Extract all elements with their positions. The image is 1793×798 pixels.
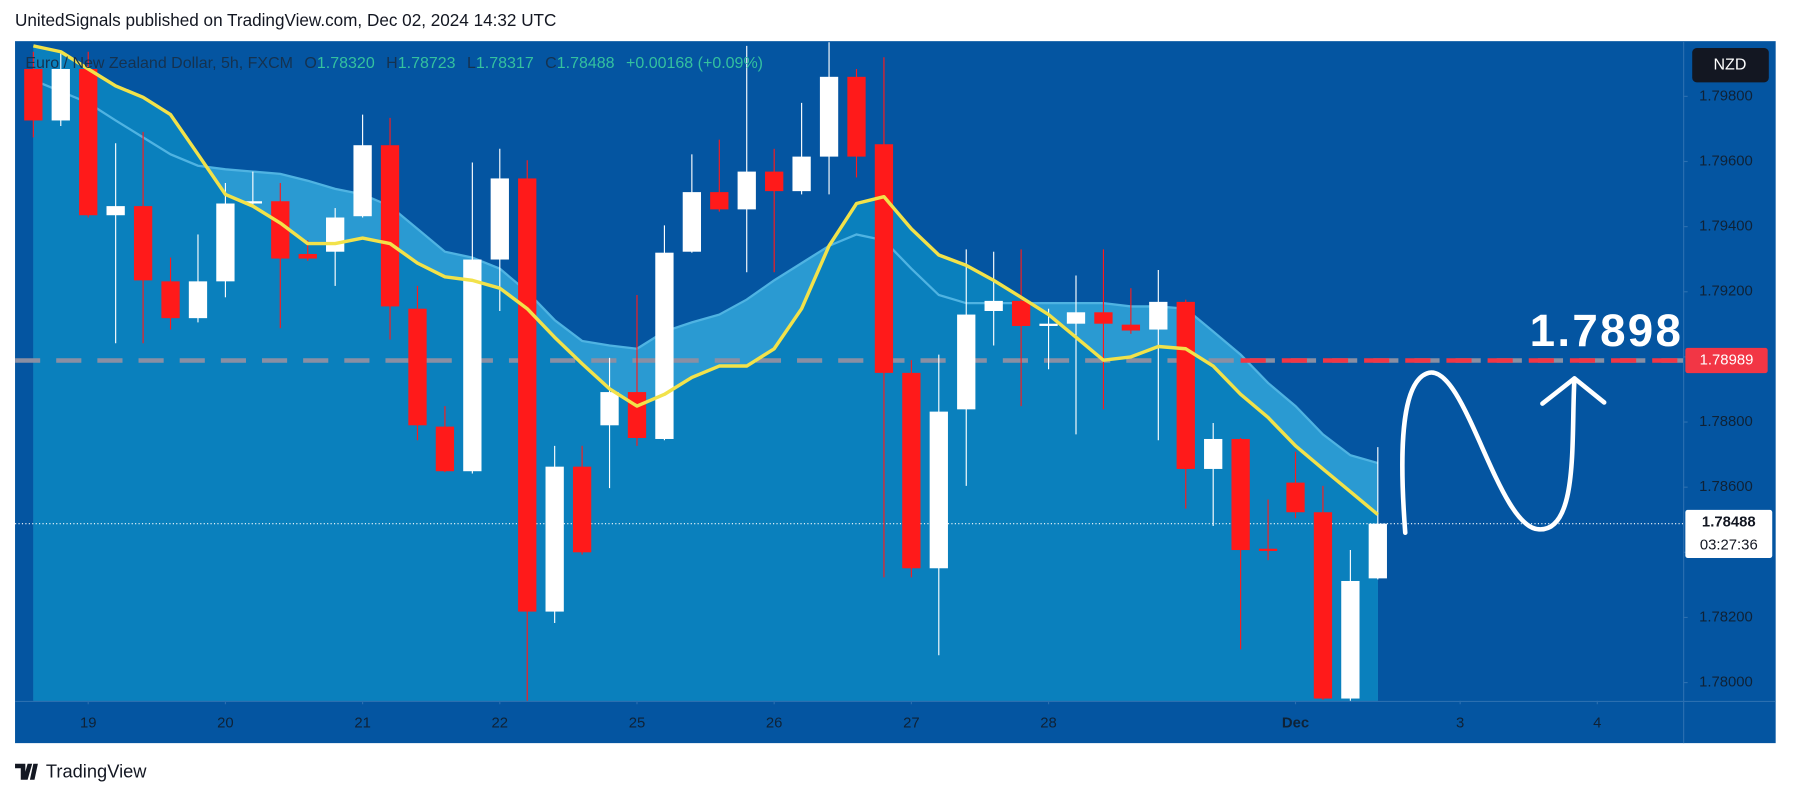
candle-body: [819, 76, 839, 157]
candle-body: [792, 156, 811, 192]
candle-body: [1176, 301, 1195, 469]
candle-body: [1286, 482, 1305, 513]
logo-mark: [15, 763, 38, 780]
x-tick-label: 26: [766, 716, 783, 732]
change: +0.00168 (+0.09%): [626, 55, 763, 72]
candle-body: [874, 144, 894, 373]
candle-body: [984, 300, 1003, 311]
candle-body: [1066, 312, 1086, 324]
candle-body: [463, 259, 482, 472]
candle-body: [1204, 438, 1223, 469]
arrow-head: [1540, 376, 1607, 406]
currency-label: NZD: [1713, 56, 1746, 73]
x-tick-label: 28: [1040, 716, 1057, 732]
candle-body: [1149, 301, 1168, 330]
candle-body: [765, 171, 784, 192]
symbol: Euro / New Zealand Dollar, 5h, FXCM: [25, 55, 293, 72]
x-tick-label: 3: [1456, 716, 1464, 732]
candle-body: [490, 178, 509, 260]
hand-drawn-path: [1400, 370, 1577, 536]
legend-line: Euro / New Zealand Dollar, 5h, FXCM O1.78…: [25, 55, 763, 72]
x-tick-label: 21: [354, 716, 371, 732]
last-price-badge: [1685, 509, 1773, 558]
x-tick-label: 27: [903, 716, 920, 732]
candle-body: [737, 171, 756, 210]
y-tick-label: 1.78600: [1699, 479, 1753, 495]
overlay: 1.7898: [1400, 305, 1684, 536]
ohlc-value: 1.78320: [317, 55, 375, 72]
candle-body: [243, 201, 262, 204]
candle-body: [957, 314, 976, 410]
ohlc-key: O: [304, 55, 316, 72]
level-price-label: 1.78989: [1700, 352, 1754, 368]
candle-body: [600, 392, 619, 426]
ohlc-value: 1.78723: [398, 55, 456, 72]
candle-body: [627, 392, 647, 438]
candle-body: [51, 69, 70, 121]
candle-body: [298, 253, 317, 259]
x-tick-label: 4: [1593, 716, 1601, 732]
y-tick-label: 1.79800: [1699, 88, 1753, 104]
candle-body: [655, 252, 674, 439]
candle-body: [435, 426, 455, 472]
candle-body: [380, 145, 400, 307]
candle-body: [1258, 548, 1278, 552]
candle-body: [216, 203, 235, 282]
currency-badge[interactable]: [1692, 48, 1769, 83]
candle-body: [929, 411, 948, 569]
candle-body: [161, 281, 180, 319]
x-tick-label: Dec: [1282, 716, 1309, 732]
candle-body: [545, 466, 564, 612]
published-line: UnitedSignals published on TradingView.c…: [15, 10, 556, 30]
candle-body: [1313, 512, 1333, 699]
ohlc-key: C: [545, 55, 557, 72]
candle-body: [133, 206, 153, 281]
candle-body: [271, 201, 290, 259]
x-tick-label: 19: [80, 716, 97, 732]
candle-body: [353, 145, 372, 217]
level-price-badge: [1685, 347, 1768, 374]
candle-body: [710, 192, 729, 210]
target-annotation: 1.7898: [1530, 305, 1684, 356]
y-tick-label: 1.79400: [1699, 219, 1753, 235]
y-tick-label: 1.78800: [1699, 414, 1753, 430]
candle-body: [1368, 523, 1387, 579]
candle-body: [902, 372, 921, 569]
y-tick-label: 1.79600: [1699, 153, 1753, 169]
candle-body: [24, 69, 43, 121]
ohlc-key: L: [467, 55, 476, 72]
candle-body: [408, 308, 427, 426]
candle-body: [326, 217, 345, 252]
candle-body: [518, 178, 537, 612]
brand-logo: TradingView: [15, 761, 147, 782]
candle-body: [1094, 312, 1113, 324]
plot-area: [15, 42, 1684, 701]
y-tick-label: 1.79200: [1699, 284, 1753, 300]
candle-body: [1039, 323, 1058, 326]
candle-body: [1121, 324, 1141, 331]
candle-body: [847, 76, 866, 157]
x-tick-label: 20: [217, 716, 234, 732]
candle-body: [572, 466, 592, 553]
candle-body: [1231, 438, 1250, 551]
candle-body: [79, 69, 98, 216]
y-tick-label: 1.78000: [1699, 675, 1753, 691]
last-price-label: 1.78488: [1702, 514, 1756, 530]
ohlc-value: 1.78488: [557, 55, 615, 72]
x-tick-label: 22: [492, 716, 509, 732]
ohlc-key: H: [386, 55, 398, 72]
y-tick-label: 1.78200: [1699, 609, 1753, 625]
countdown-label: 03:27:36: [1700, 537, 1758, 553]
candle-body: [682, 192, 702, 252]
candle-body: [106, 206, 125, 216]
ohlc-value: 1.78317: [476, 55, 534, 72]
candle-body: [1011, 300, 1031, 326]
candle-body: [1341, 580, 1360, 699]
ma-line: [32, 44, 1379, 516]
x-tick-label: 25: [629, 716, 646, 732]
brand-name: TradingView: [46, 761, 147, 782]
candle-body: [188, 281, 208, 319]
